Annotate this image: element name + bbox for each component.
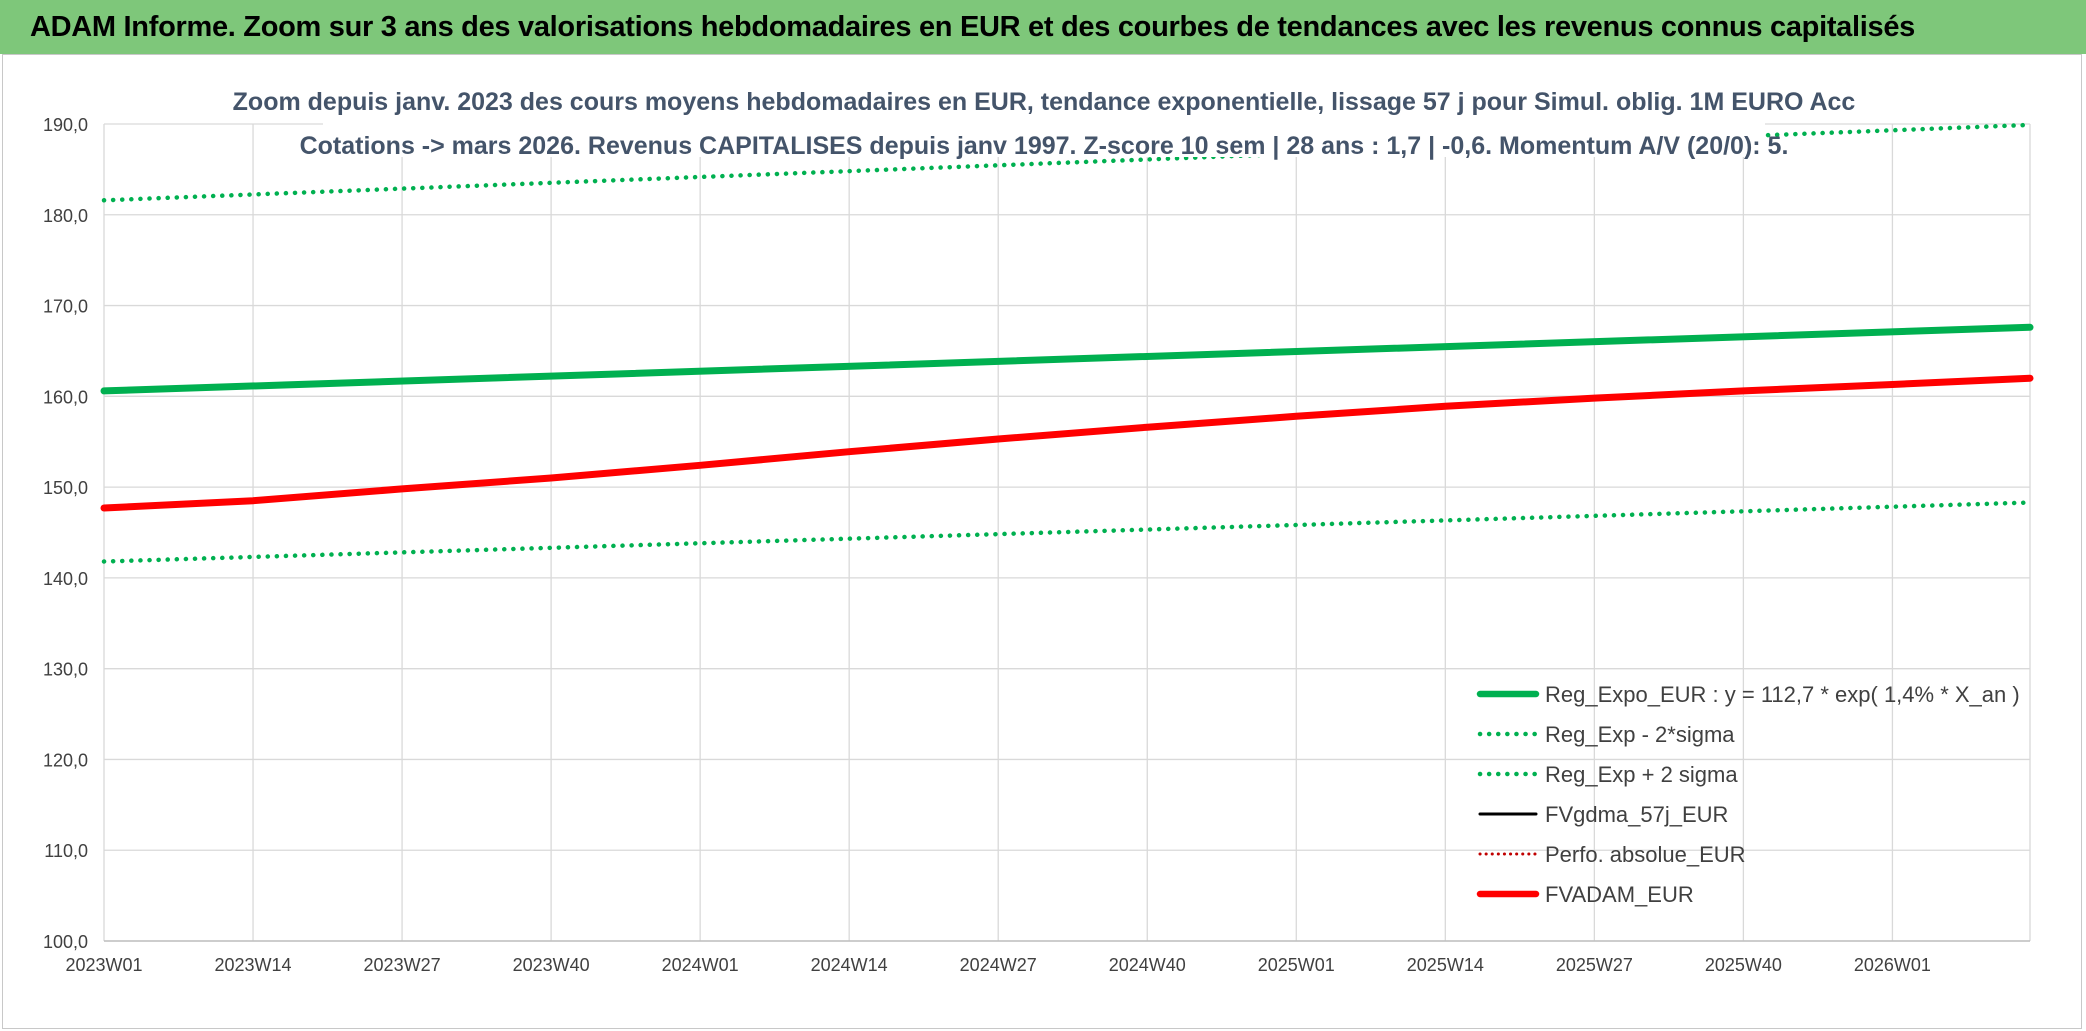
y-tick-label: 180,0 [43,206,88,226]
x-tick-label: 2025W01 [1258,955,1335,975]
series-lines [100,122,2034,564]
x-tick-label: 2024W14 [811,955,888,975]
chart-title-line: Zoom depuis janv. 2023 des cours moyens … [233,88,1856,116]
x-tick-label: 2023W40 [513,955,590,975]
x-tick-label: 2024W27 [960,955,1037,975]
chart-title: Zoom depuis janv. 2023 des cours moyens … [233,73,1856,160]
x-tick-labels: 2023W01 2023W14 2023W27 2023W40 2024W01 2024W… [65,955,1930,975]
x-tick-label: 2024W01 [662,955,739,975]
series-line-reg-expo-eur [100,323,2034,395]
x-tick-label: 2025W14 [1407,955,1484,975]
legend-label: Reg_Exp + 2 sigma [1545,762,1738,787]
legend-label: FVADAM_EUR [1545,882,1694,907]
y-tick-label: 100,0 [43,932,88,952]
legend-label: Reg_Expo_EUR : y = 112,7 * exp( 1,4% * X… [1545,682,2020,707]
title-backdrop [268,73,1820,113]
x-tick-label: 2025W27 [1556,955,1633,975]
y-tick-label: 150,0 [43,478,88,498]
x-tick-label: 2023W14 [215,955,292,975]
x-tick-label: 2023W01 [65,955,142,975]
series-line-reg-exp-2-sigma [101,122,2033,203]
title-backdrop [323,117,1765,157]
chart-title-line: Cotations -> mars 2026. Revenus CAPITALI… [300,132,1789,160]
report-banner: ADAM Informe. Zoom sur 3 ans des valoris… [0,0,2086,54]
chart-frame [2,54,2082,1029]
y-tick-label: 190,0 [43,115,88,135]
y-tick-label: 110,0 [44,841,88,861]
legend: Reg_Expo_EUR : y = 112,7 * exp( 1,4% * X… [1476,682,2020,907]
x-tick-label: 2023W27 [364,955,441,975]
report-title: ADAM Informe. Zoom sur 3 ans des valoris… [30,10,1916,43]
legend-label: FVgdma_57j_EUR [1545,802,1728,827]
y-tick-label: 130,0 [43,660,88,680]
legend-label: Perfo. absolue_EUR [1545,842,1746,867]
y-tick-label: 140,0 [43,569,88,589]
x-tick-label: 2025W40 [1705,955,1782,975]
series-line-reg-exp-2-sigma [101,500,2033,564]
x-tick-label: 2026W01 [1854,955,1931,975]
series-line-fvadam-eur [100,374,2034,512]
legend-label: Reg_Exp - 2*sigma [1545,722,1735,747]
y-tick-label: 170,0 [43,297,88,317]
y-tick-label: 160,0 [43,387,88,407]
y-tick-label: 120,0 [43,750,88,770]
x-tick-label: 2024W40 [1109,955,1186,975]
y-tick-labels: 190,0 180,0 170,0 160,0 150,0 140,0 130,0 120,0… [43,115,88,952]
